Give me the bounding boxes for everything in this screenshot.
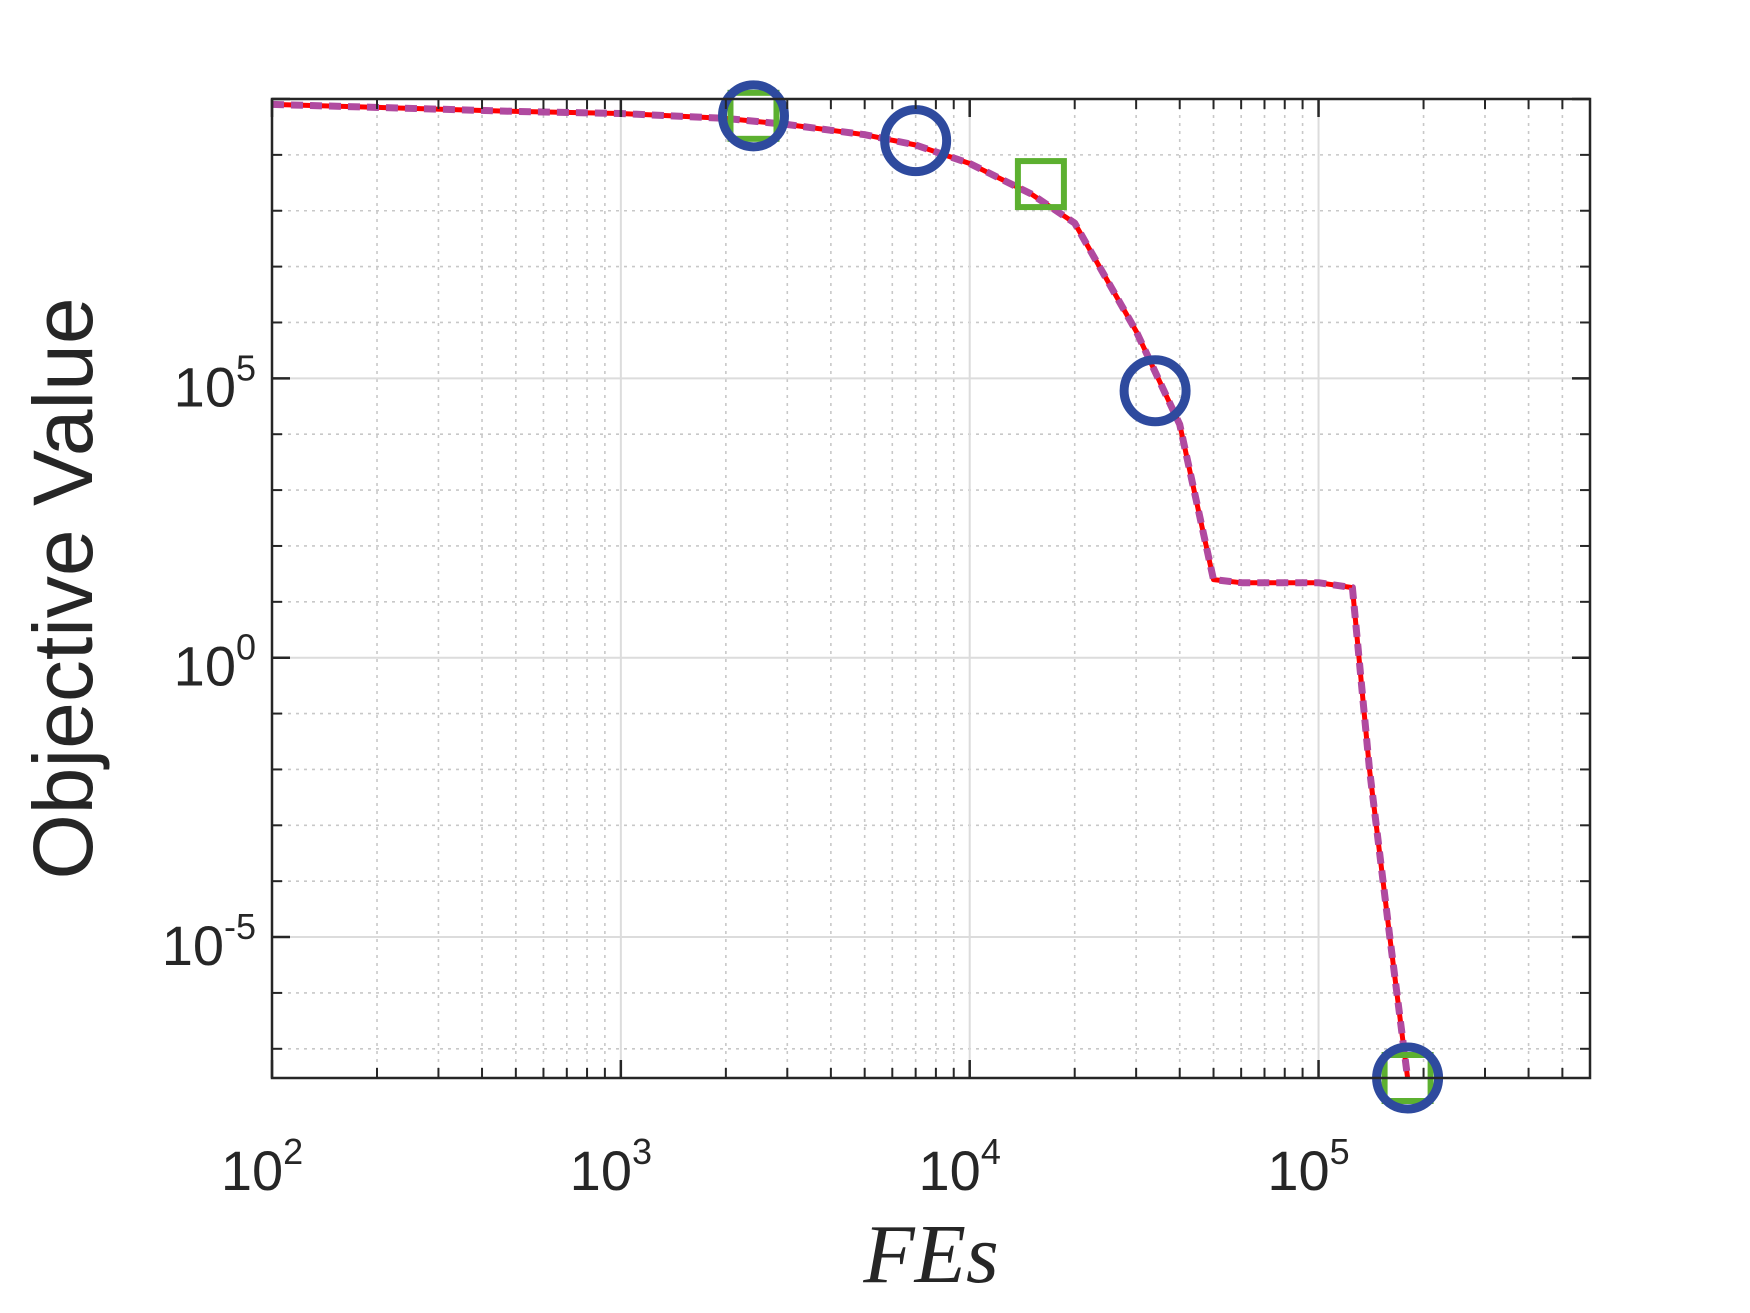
y-tick-label: 105 <box>174 347 256 418</box>
x-tick-labels: 102 103 104 105 <box>221 1131 1350 1202</box>
x-tick-label: 102 <box>221 1131 303 1202</box>
circle-marker <box>717 80 789 152</box>
plot-background <box>272 99 1590 1078</box>
ticks-layer <box>270 97 1591 1078</box>
square-marker <box>727 89 780 142</box>
y-tick-label: 100 <box>174 627 256 698</box>
plot-frame <box>270 97 1592 1080</box>
square-marker <box>1014 158 1067 211</box>
x-tick-label: 105 <box>1267 1131 1349 1202</box>
y-tick-label: 10-5 <box>162 906 256 977</box>
y-axis-label: Objective Value <box>16 297 110 879</box>
series-line-2 <box>271 100 1412 1079</box>
x-tick-label: 103 <box>570 1131 652 1202</box>
circle-marker <box>880 105 952 177</box>
y-tick-labels: 10-5 100 105 <box>162 347 256 977</box>
circle-marker <box>1119 355 1191 427</box>
x-tick-label: 104 <box>919 1131 1001 1202</box>
x-axis-label: FEs <box>862 1208 998 1301</box>
